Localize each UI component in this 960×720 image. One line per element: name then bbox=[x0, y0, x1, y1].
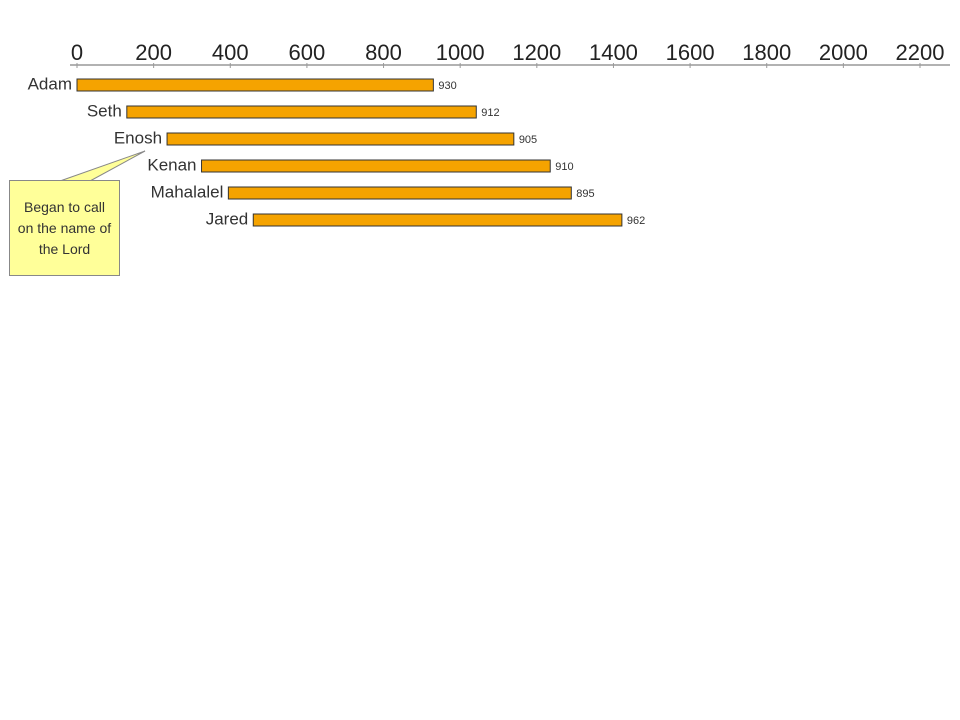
callout: Began to call on the name of the Lord bbox=[9, 180, 120, 276]
value-label: 895 bbox=[576, 188, 594, 200]
bar bbox=[166, 132, 515, 146]
category-label: Enosh bbox=[114, 128, 162, 147]
bar bbox=[126, 105, 477, 119]
x-tick-label: 2000 bbox=[819, 40, 868, 65]
bar bbox=[227, 186, 572, 200]
x-tick-label: 2200 bbox=[896, 40, 945, 65]
category-label: Jared bbox=[206, 209, 249, 228]
bar bbox=[201, 159, 551, 173]
bar bbox=[252, 213, 623, 227]
x-tick-label: 600 bbox=[289, 40, 326, 65]
category-label: Kenan bbox=[147, 155, 196, 174]
value-label: 930 bbox=[438, 80, 456, 92]
x-tick-label: 0 bbox=[71, 40, 83, 65]
category-label: Mahalalel bbox=[151, 182, 224, 201]
callout-pointer bbox=[59, 150, 146, 182]
x-tick-label: 200 bbox=[135, 40, 172, 65]
x-tick-label: 1800 bbox=[742, 40, 791, 65]
x-tick-label: 1000 bbox=[436, 40, 485, 65]
x-tick-label: 1400 bbox=[589, 40, 638, 65]
category-label: Seth bbox=[87, 101, 122, 120]
value-label: 912 bbox=[481, 107, 499, 119]
x-tick-label: 1200 bbox=[512, 40, 561, 65]
bar bbox=[76, 78, 434, 92]
value-label: 962 bbox=[627, 215, 645, 227]
x-tick-label: 1600 bbox=[666, 40, 715, 65]
category-label: Adam bbox=[28, 74, 72, 93]
value-label: 910 bbox=[555, 161, 573, 173]
x-tick-label: 400 bbox=[212, 40, 249, 65]
x-tick-label: 800 bbox=[365, 40, 402, 65]
value-label: 905 bbox=[519, 134, 537, 146]
